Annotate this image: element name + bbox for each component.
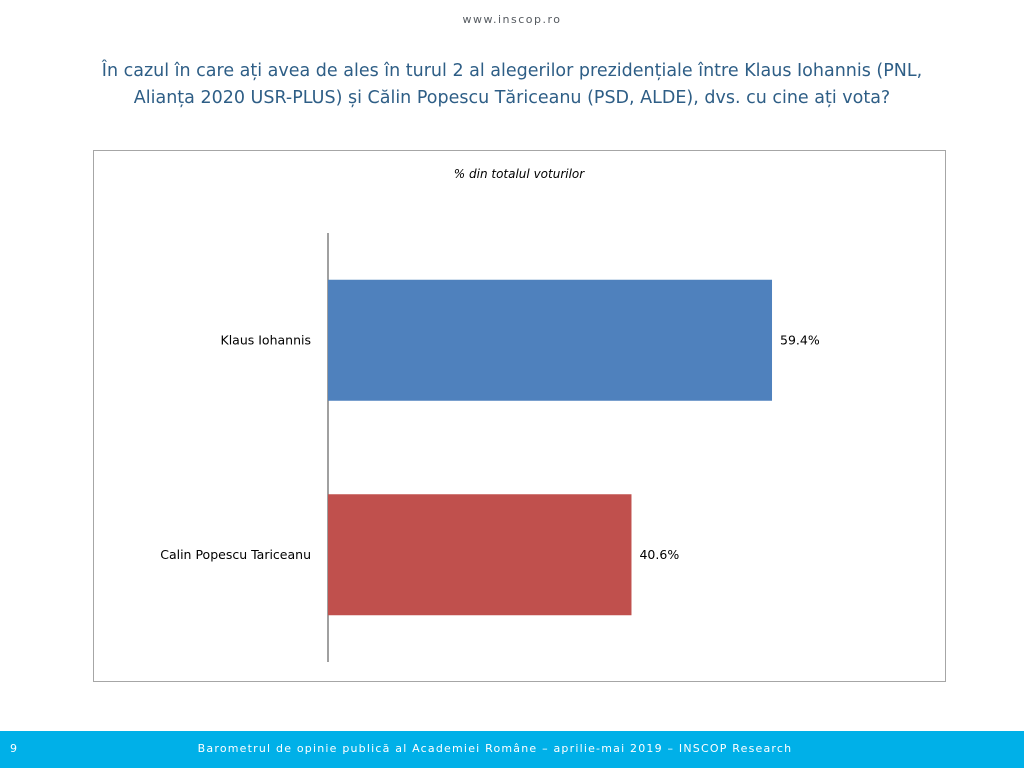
page-number: 9 (10, 742, 17, 755)
category-label-calin-popescu-tariceanu: Calin Popescu Tariceanu (160, 547, 311, 562)
chart-subtitle: % din totalul voturilor (454, 167, 585, 181)
survey-question-line-1: În cazul în care ați avea de ales în tur… (101, 61, 923, 81)
bar-chart: % din totalul voturilor Klaus Iohannis 59… (160, 167, 820, 662)
chart-frame: % din totalul voturilor Klaus Iohannis 59… (93, 150, 946, 682)
footer-bar: 9 Barometrul de opinie publică al Academ… (0, 731, 1024, 768)
bar-klaus-iohannis (328, 279, 773, 401)
category-label-klaus-iohannis: Klaus Iohannis (221, 332, 312, 347)
value-label-klaus-iohannis: 59.4% (780, 332, 820, 347)
value-label-calin-popescu-tariceanu: 40.6% (639, 547, 679, 562)
site-url: www.inscop.ro (462, 13, 562, 26)
bar-calin-popescu-tariceanu (328, 494, 632, 616)
bars-group: Klaus Iohannis 59.4% Calin Popescu Taricea… (160, 279, 820, 616)
survey-question-line-2: Alianța 2020 USR-PLUS) și Călin Popescu … (133, 88, 891, 108)
survey-question: În cazul în care ați avea de ales în tur… (60, 58, 964, 112)
footer-caption: Barometrul de opinie publică al Academie… (197, 742, 793, 755)
